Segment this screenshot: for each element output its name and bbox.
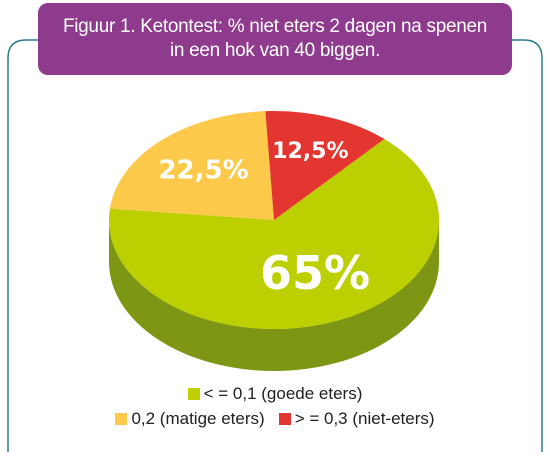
legend-swatch-good: [187, 388, 200, 400]
legend-swatch-moderate: [115, 413, 128, 425]
chart-title-line-1: Figuur 1. Ketontest: % niet eters 2 dage…: [62, 16, 488, 37]
legend-swatch-non: [278, 413, 291, 425]
legend-label-good: < = 0,1 (goede eters): [203, 384, 363, 403]
chart-legend: < = 0,1 (goede eters) 0,2 (matige eters)…: [0, 383, 550, 433]
legend-row-1: < = 0,1 (goede eters): [0, 383, 550, 405]
legend-item-non-eaters: > = 0,3 (niet-eters): [278, 409, 435, 429]
legend-row-2: 0,2 (matige eters) > = 0,3 (niet-eters): [0, 408, 550, 430]
legend-item-moderate-eaters: 0,2 (matige eters): [115, 409, 265, 429]
chart-title-line-2: in een hok van 40 biggen.: [169, 40, 381, 61]
legend-label-non: > = 0,3 (niet-eters): [294, 409, 435, 428]
pie-slice-non-eaters: [265, 111, 385, 220]
pie-slice-moderate-eaters: [109, 111, 274, 220]
pie-side-good-eaters: [109, 220, 439, 371]
legend-label-moderate: 0,2 (matige eters): [131, 409, 265, 428]
pie-slice-good-eaters: [108, 138, 440, 329]
pie-label-non-eaters: 12,5%: [272, 139, 348, 164]
legend-item-good-eaters: < = 0,1 (goede eters): [187, 384, 363, 404]
pie-label-moderate-eaters: 22,5%: [158, 155, 248, 185]
pie-label-good-eaters: 65%: [260, 246, 370, 300]
chart-title: Figuur 1. Ketontest: % niet eters 2 dage…: [38, 3, 512, 75]
